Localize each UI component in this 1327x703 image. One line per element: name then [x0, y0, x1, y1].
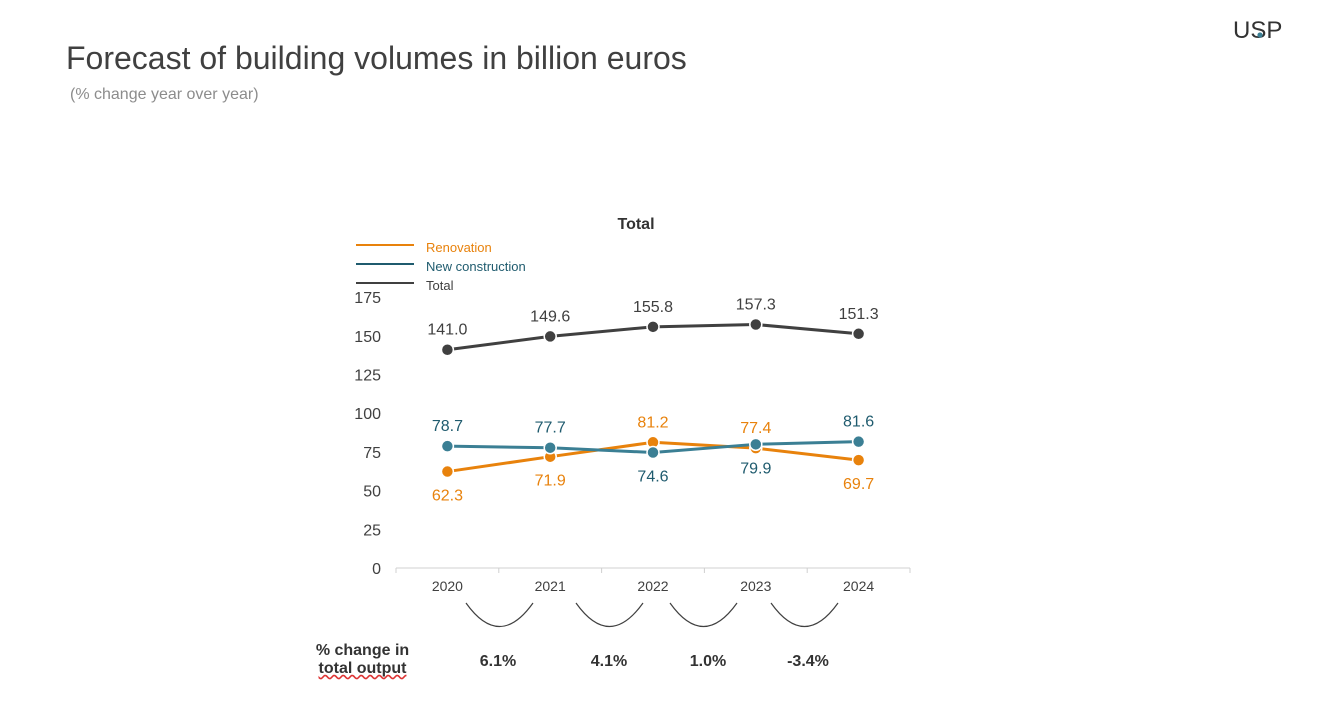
legend-label: Renovation — [426, 240, 492, 255]
change-arc — [465, 602, 534, 628]
svg-text:USP: USP — [1233, 17, 1282, 44]
logo-dot-icon — [1257, 32, 1263, 38]
data-label: 151.3 — [839, 306, 879, 323]
change-arc — [575, 602, 644, 628]
x-tick-label: 2024 — [843, 578, 874, 594]
data-point — [851, 434, 866, 449]
x-tick-label: 2022 — [637, 578, 668, 594]
y-tick-label: 75 — [363, 445, 381, 462]
data-label: 81.2 — [637, 414, 668, 431]
data-label: 62.3 — [432, 488, 463, 505]
change-row-label: % change in total output — [300, 642, 425, 678]
chart-title: Total — [617, 216, 654, 233]
usp-logo: USP — [1233, 17, 1282, 44]
data-point — [749, 317, 763, 332]
y-tick-label: 100 — [354, 406, 381, 423]
y-tick-label: 50 — [363, 484, 381, 501]
data-label: 71.9 — [535, 473, 566, 490]
y-tick-label: 25 — [363, 522, 381, 539]
x-tick-label: 2020 — [432, 578, 463, 594]
data-point — [851, 327, 866, 341]
y-tick-label: 125 — [354, 368, 381, 385]
legend-label: Total — [426, 278, 454, 293]
y-tick-label: 150 — [354, 329, 381, 346]
data-label: 74.6 — [637, 469, 668, 486]
data-label: 157.3 — [736, 296, 776, 313]
data-point — [543, 329, 557, 344]
data-label: 149.6 — [530, 308, 570, 325]
change-row-label-line1: % change in — [315, 642, 410, 659]
data-point — [440, 342, 455, 357]
data-label: 79.9 — [740, 460, 771, 477]
data-point — [749, 437, 763, 452]
data-label: 81.6 — [843, 414, 874, 431]
data-point — [440, 464, 455, 479]
data-label: 78.7 — [432, 418, 463, 435]
x-tick-label: 2023 — [740, 578, 771, 594]
change-value: -3.4% — [787, 653, 829, 670]
change-arc — [669, 602, 738, 628]
data-label: 69.7 — [843, 476, 874, 493]
data-label: 77.7 — [535, 420, 566, 437]
change-row-label-line2: total output — [318, 660, 407, 677]
page-title: Forecast of building volumes in billion … — [66, 40, 687, 76]
data-point — [543, 440, 557, 455]
page-subtitle: (% change year over year) — [70, 86, 259, 103]
change-arc — [770, 602, 839, 628]
change-value: 6.1% — [480, 653, 516, 670]
data-point — [646, 445, 660, 460]
data-label: 141.0 — [427, 322, 467, 339]
data-label: 77.4 — [740, 420, 771, 437]
data-point — [851, 453, 866, 467]
y-tick-label: 175 — [354, 290, 381, 307]
legend-label: New construction — [426, 259, 526, 274]
change-value: 1.0% — [690, 653, 726, 670]
change-value: 4.1% — [591, 653, 627, 670]
data-label: 155.8 — [633, 299, 673, 316]
data-point — [646, 320, 660, 334]
x-tick-label: 2021 — [535, 578, 566, 594]
y-tick-label: 0 — [372, 561, 381, 578]
data-point — [440, 439, 455, 453]
